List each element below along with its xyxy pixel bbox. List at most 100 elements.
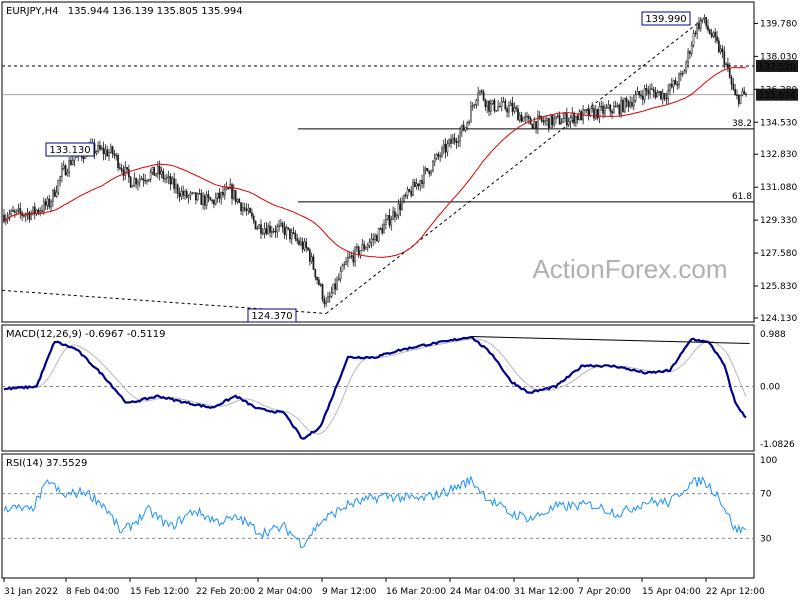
rsi-pane: 100 70 30 RSI(14) 37.5529 — [1, 453, 777, 579]
candle-body — [68, 160, 71, 173]
candle-body — [614, 105, 617, 108]
candle-body — [341, 265, 344, 272]
candle-body — [627, 101, 630, 107]
candle-body — [404, 195, 407, 197]
candle-body — [46, 198, 49, 206]
rsi-grid — [2, 493, 754, 539]
candle-body — [734, 89, 736, 96]
macd-pane-title: MACD(12,26,9) -0.6967 -0.5119 — [6, 329, 166, 340]
candle-body — [571, 113, 574, 118]
candle-body — [24, 214, 27, 217]
candle-body — [489, 103, 492, 112]
candle-body — [167, 176, 170, 178]
candle-body — [138, 178, 141, 183]
candle-body — [124, 166, 127, 176]
candle-body — [218, 192, 221, 199]
symbol-label: EURJPY,H4 — [6, 6, 59, 17]
candle-body — [723, 51, 726, 65]
rsi-tick-label: 100 — [760, 456, 777, 466]
candle-body — [334, 283, 337, 290]
candle-body — [651, 88, 653, 90]
time-tick-label: 24 Mar 04:00 — [450, 587, 510, 597]
candle-body — [372, 238, 375, 241]
candle-body — [488, 100, 490, 112]
candle-body — [149, 172, 152, 180]
candle-body — [468, 121, 470, 124]
candle-body — [403, 195, 405, 202]
candle-body — [573, 113, 575, 124]
price-pane: ActionForex.com 38.261.8 139.990133.1301… — [1, 1, 798, 324]
candle-body — [656, 92, 659, 98]
candle-body — [61, 168, 63, 177]
candle-body — [310, 256, 313, 262]
candle-body — [520, 114, 523, 122]
candle-body — [672, 80, 675, 88]
candle-body — [480, 90, 483, 93]
candle-body — [269, 225, 271, 233]
candle-body — [504, 101, 507, 110]
candle-body — [354, 247, 356, 263]
candle-body — [613, 105, 615, 114]
candle-body — [258, 224, 261, 229]
candle-body — [636, 91, 639, 96]
candle-body — [446, 143, 449, 153]
candle-body — [220, 191, 223, 199]
candle-body — [629, 101, 632, 107]
candle-body — [669, 84, 671, 91]
candle-body — [104, 149, 107, 155]
candle-body — [547, 118, 550, 129]
candle-body — [97, 145, 99, 152]
candle-body — [122, 170, 125, 176]
price-levels: 38.2 61.8 — [2, 65, 754, 203]
candle-body — [388, 215, 391, 226]
candle-body — [42, 201, 45, 212]
candle-body — [242, 207, 244, 212]
candle-body — [712, 32, 715, 37]
candle-body — [265, 228, 268, 235]
candle-body — [19, 208, 22, 214]
candle-body — [537, 115, 539, 130]
candle-body — [256, 228, 259, 230]
price-tick-label: 127.580 — [760, 249, 797, 259]
candle-body — [499, 106, 501, 108]
candle-body — [631, 101, 633, 107]
candle-body — [263, 228, 266, 234]
candle-body — [394, 211, 396, 218]
candle-body — [605, 107, 608, 109]
candle-body — [283, 226, 286, 235]
candle-body — [307, 247, 309, 251]
candle-body — [598, 105, 601, 119]
candle-body — [17, 208, 20, 211]
candle-body — [33, 206, 36, 214]
candle-body — [30, 212, 32, 220]
candle-body — [737, 94, 740, 104]
candle-body — [575, 116, 577, 124]
candle-body — [500, 101, 503, 107]
candle-body — [238, 199, 241, 203]
candle-body — [296, 238, 299, 241]
candle-body — [710, 33, 713, 37]
candle-body — [260, 224, 262, 234]
candle-body — [728, 67, 731, 78]
price-tick-label: 139.780 — [760, 19, 797, 29]
candle-body — [176, 184, 179, 194]
candle-body — [175, 184, 177, 189]
candle-body — [118, 167, 121, 169]
time-tick-label: 8 Feb 04:00 — [66, 587, 120, 597]
candle-body — [280, 223, 282, 226]
candle-body — [567, 121, 570, 126]
candle-body — [450, 139, 452, 144]
candle-body — [482, 91, 485, 101]
candle-body — [658, 91, 660, 93]
candle-body — [156, 165, 159, 174]
candle-body — [222, 191, 224, 196]
price-axis: 139.780138.030136.280134.530132.830131.0… — [754, 19, 798, 324]
candle-body — [137, 181, 139, 185]
candle-body — [667, 89, 670, 99]
candle-body — [457, 140, 460, 144]
candle-body — [207, 194, 210, 198]
candle-body — [560, 122, 563, 125]
candle-body — [632, 100, 635, 107]
candle-body — [272, 230, 275, 233]
candle-body — [477, 92, 480, 101]
